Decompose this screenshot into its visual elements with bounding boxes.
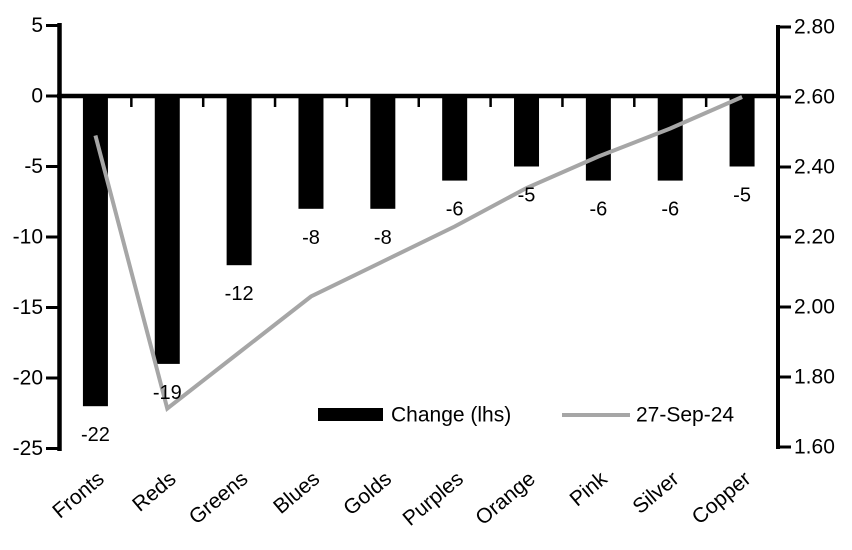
bar-golds	[370, 96, 396, 209]
bar-data-label: -5	[518, 185, 536, 207]
left-axis-tick-label: -5	[24, 155, 43, 178]
data-labels: -22 -19 -12 -8 -8 -6 -5 -6 -6 -5	[81, 185, 751, 447]
bar-orange	[514, 96, 540, 167]
left-axis-tick-label: -10	[13, 226, 43, 249]
bar-data-label: -6	[589, 199, 607, 221]
category-label-fronts: Fronts	[48, 467, 108, 523]
category-label-pink: Pink	[566, 467, 612, 511]
bar-data-label: -6	[661, 199, 679, 221]
legend: Change (lhs) 27-Sep-24	[318, 404, 734, 427]
right-axis-tick-label: 2.00	[794, 296, 835, 319]
bar-data-label: -22	[81, 424, 110, 446]
left-axis-tick-label: -20	[13, 367, 43, 390]
left-axis-tick-label: -15	[13, 296, 43, 319]
bars-group	[82, 96, 755, 407]
right-axis: 2.80 2.60 2.40 2.20 2.00 1.80 1.60	[776, 16, 835, 459]
right-axis-tick-label: 2.20	[794, 226, 835, 249]
line-series	[93, 95, 743, 412]
category-label-blues: Blues	[269, 467, 324, 518]
left-axis: 5 0 -5 -10 -15 -20 -25	[13, 14, 62, 460]
left-axis-tick-label: -25	[13, 437, 43, 460]
right-axis-tick-label: 1.60	[794, 436, 835, 459]
category-labels: Fronts Reds Greens Blues Golds Purples Orange P…	[48, 467, 755, 531]
left-axis-tick-label: 0	[31, 85, 43, 108]
bar-data-label: -6	[446, 199, 464, 221]
bar-data-label: -8	[302, 227, 320, 249]
bar-copper	[729, 96, 755, 167]
line-27-sep-24	[93, 95, 743, 412]
category-label-orange: Orange	[471, 467, 539, 530]
bar-pink	[585, 96, 611, 181]
category-label-silver: Silver	[628, 467, 683, 518]
bar-data-label: -5	[733, 185, 751, 207]
right-axis-tick-label: 2.60	[794, 86, 835, 109]
left-axis-tick-label: 5	[31, 14, 43, 37]
right-axis-tick-label: 2.80	[794, 16, 835, 39]
right-axis-tick-label: 2.40	[794, 156, 835, 179]
bar-greens	[226, 96, 252, 266]
legend-label-change-lhs: Change (lhs)	[391, 404, 511, 427]
bar-purples	[442, 96, 468, 181]
bar-data-label: -19	[153, 382, 182, 404]
bar-blues	[298, 96, 324, 209]
legend-label-27-sep-24: 27-Sep-24	[636, 404, 734, 427]
category-label-copper: Copper	[688, 467, 756, 529]
bar-reds	[154, 96, 180, 364]
legend-bar-swatch	[318, 408, 383, 421]
bar-fronts	[82, 96, 108, 407]
bar-data-label: -12	[225, 283, 254, 305]
category-label-reds: Reds	[128, 467, 180, 516]
bar-data-label: -8	[374, 227, 392, 249]
x-axis	[57, 93, 780, 107]
right-axis-tick-label: 1.80	[794, 366, 835, 389]
bar-silver	[657, 96, 683, 181]
category-label-greens: Greens	[185, 467, 253, 529]
category-label-golds: Golds	[339, 467, 396, 520]
category-label-purples: Purples	[399, 467, 468, 530]
